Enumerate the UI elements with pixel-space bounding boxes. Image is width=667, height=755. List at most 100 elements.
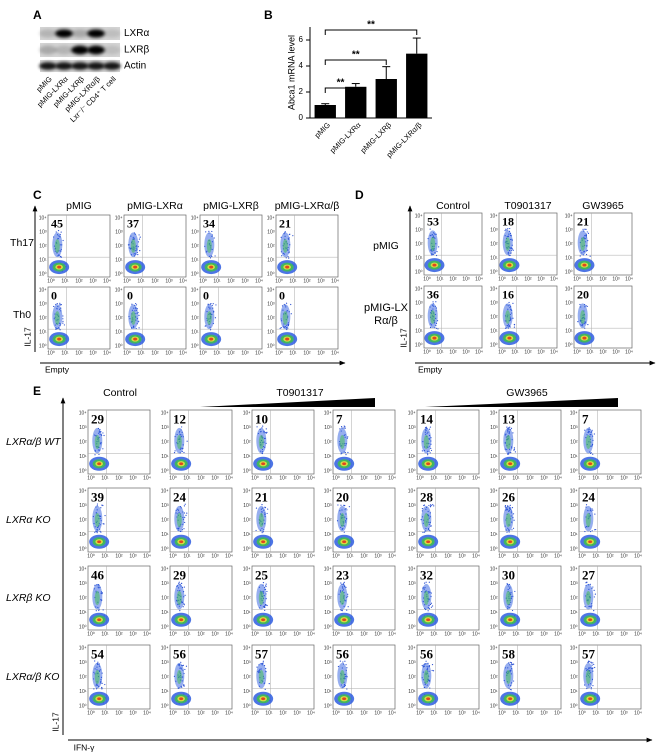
flow-tick-label: 10² [570,595,578,601]
flow-tick-label: 10² [279,475,287,481]
flow-tick-label: 10¹ [191,257,199,263]
event-dot [586,249,588,252]
flow-tick-label: 10² [524,276,532,282]
event-dot [509,227,511,230]
event-dot [340,504,342,506]
event-dot [423,504,425,507]
flow-tick-label: 10⁰ [578,710,586,716]
flow-tick-label: 10¹ [490,454,498,460]
event-dot [512,432,514,434]
event-dot [347,595,349,597]
event-dot [261,504,263,506]
event-dot [56,303,58,305]
event-dot [512,302,514,304]
blot-band [71,62,89,70]
flow-tick-label: 10² [360,710,368,716]
quadrant-percent: 21 [577,214,589,228]
flow-tick-label: 10⁴ [475,349,483,355]
blot-band [39,45,57,55]
flow-tick-label: 10¹ [436,276,444,282]
event-dot [131,303,133,305]
flow-tick-label: 10³ [462,349,470,355]
density-blob [588,618,593,622]
flow-tick-label: 10⁴ [388,553,396,559]
flow-tick-label: 10⁴ [490,645,498,651]
flow-tick-label: 10¹ [161,689,169,695]
flow-tick-label: 10⁰ [423,276,431,282]
event-dot [266,590,268,593]
flow-tick-label: 10² [227,278,235,284]
flow-tick-label: 10³ [89,278,97,284]
flow-tick-label: 10⁴ [570,645,578,651]
flow-tick-label: 10¹ [565,255,573,261]
flow-tick-label: 10⁰ [498,631,506,637]
density-blob [94,512,100,528]
quadrant-percent: 34 [203,216,215,230]
flow-tick-label: 10⁴ [225,631,233,637]
event-dot [266,604,268,607]
event-dot [589,255,591,257]
event-dot [103,434,105,437]
flow-tick-label: 10³ [540,553,548,559]
event-dot [430,505,432,507]
flow-tick-label: 10⁰ [161,703,169,709]
event-dot [262,660,264,662]
flow-tick-label: 10⁰ [87,475,95,481]
quadrant-percent: 0 [51,288,57,302]
flow-tick-label: 10⁴ [388,631,396,637]
event-dot [509,688,511,691]
flow-tick-label: 10⁰ [243,546,251,552]
event-dot [209,329,212,331]
flow-tick-label: 10⁴ [79,645,87,651]
density-blob [206,239,212,253]
density-blob [179,462,184,466]
flow-tick-label: 10¹ [570,610,578,616]
event-dot [431,669,433,672]
flow-tick-label: 10³ [39,229,47,235]
column-header: Control [436,200,470,212]
density-blob [588,462,593,466]
flow-tick-label: 10³ [620,631,628,637]
density-blob [97,618,102,622]
event-dot [135,304,138,306]
band-label: Actin [124,61,146,72]
flow-tick-label: 10⁰ [490,342,498,348]
flow-tick-label: 10³ [324,425,332,431]
event-dot [506,426,508,428]
flow-tick-label: 10¹ [265,631,273,637]
density-blob [423,590,429,606]
event-dot [432,670,435,672]
flow-tick-label: 10³ [324,660,332,666]
flow-tick-label: 10⁰ [490,624,498,630]
flow-tick-label: 10⁰ [87,553,95,559]
flow-tick-label: 10¹ [512,631,520,637]
flow-tick-label: 10⁴ [554,553,562,559]
quadrant-percent: 7 [582,411,589,426]
event-dot [346,609,348,611]
flow-tick-label: 10³ [570,425,578,431]
density-blob [179,697,184,701]
flow-tick-label: 10² [490,674,498,680]
flow-tick-label: 10¹ [586,349,594,355]
event-dot [182,685,185,687]
flow-tick-label: 10¹ [101,710,109,716]
event-dot [340,426,343,428]
flow-tick-label: 10⁰ [169,710,177,716]
event-dot [425,660,427,662]
error-bar [351,83,360,87]
flow-tick-label: 10⁰ [324,703,332,709]
flow-tick-label: 10¹ [324,454,332,460]
flow-tick-label: 10¹ [39,329,47,335]
event-dot [590,661,592,663]
flow-tick-label: 10³ [490,227,498,233]
flow-tick-label: 10² [115,631,123,637]
event-dot [592,667,594,669]
event-dot [430,606,433,608]
flow-tick-label: 10² [151,278,159,284]
event-dot [344,505,346,507]
event-dot [512,317,514,319]
